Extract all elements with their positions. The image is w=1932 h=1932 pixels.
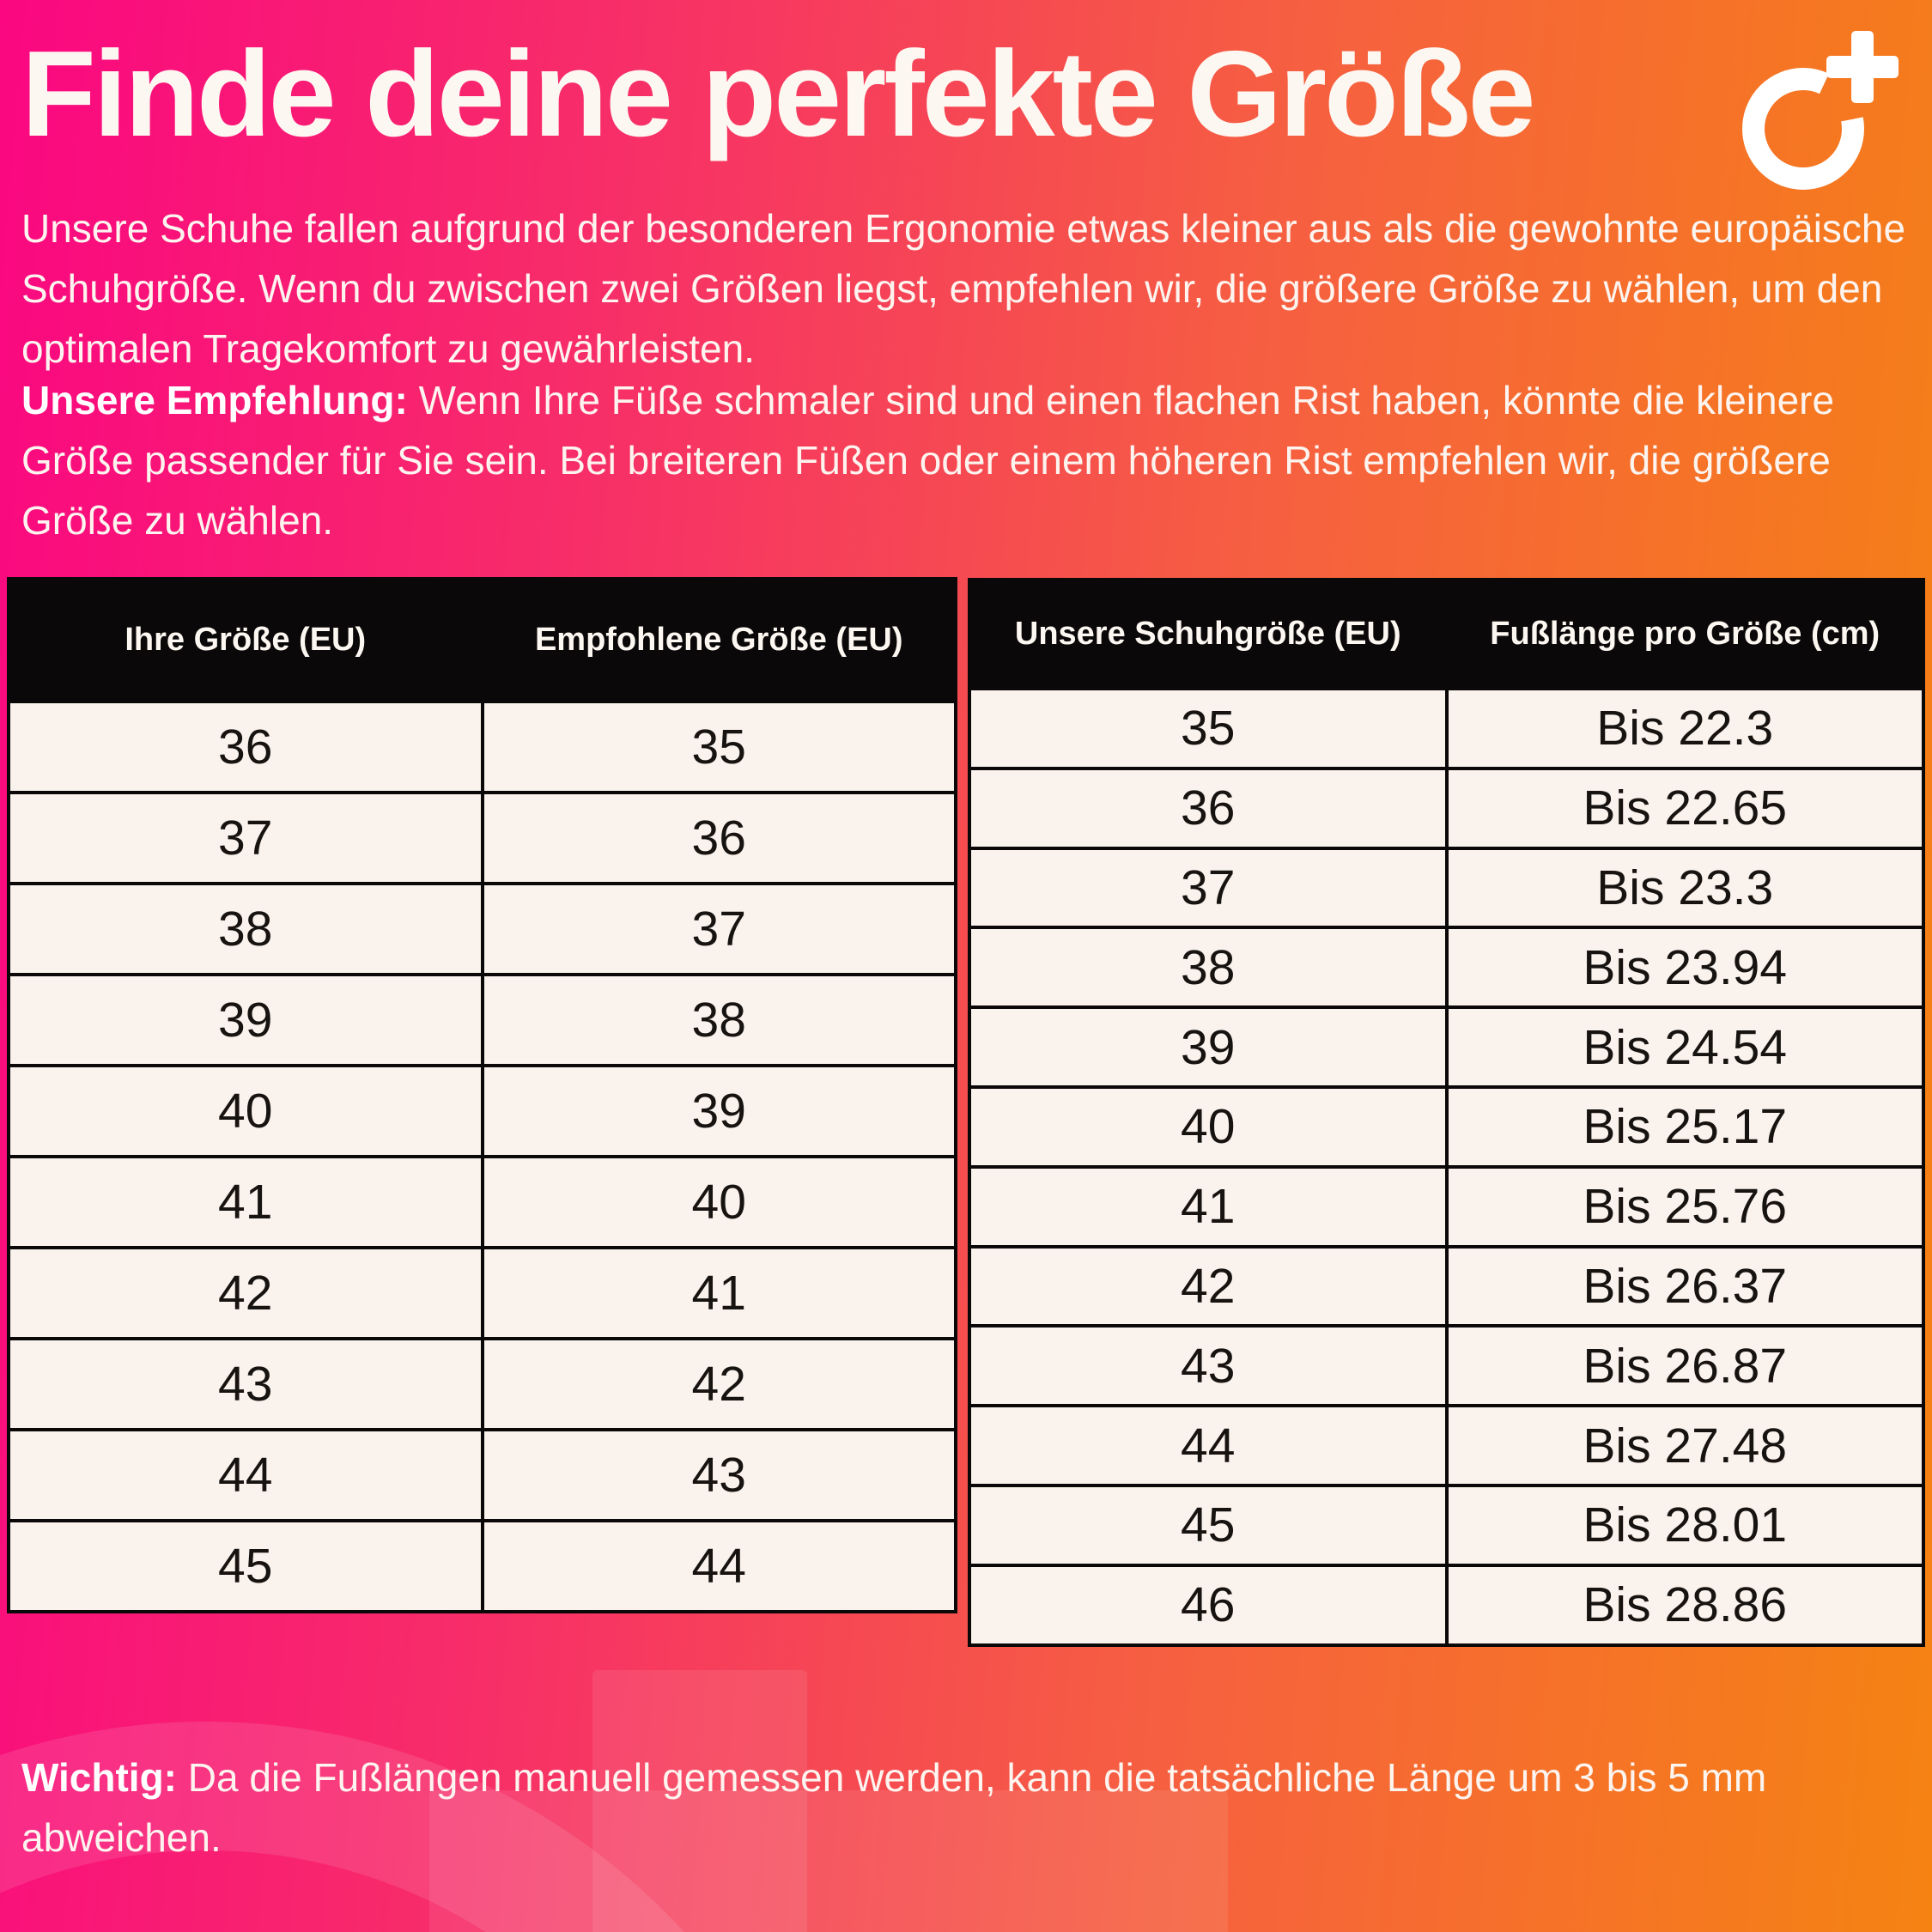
table-cell: 40 bbox=[7, 1064, 484, 1158]
table-cell: Bis 22.65 bbox=[1444, 766, 1925, 850]
table-cell: 36 bbox=[480, 791, 957, 885]
table-row: 39 Bis 24.54 bbox=[968, 1005, 1925, 1089]
column-header: Ihre Größe (EU) bbox=[7, 577, 484, 703]
table-row: 36 35 bbox=[7, 700, 957, 794]
table-cell: 43 bbox=[480, 1428, 957, 1522]
footnote: Wichtig: Da die Fußlängen manuell gemess… bbox=[21, 1748, 1911, 1868]
table-cell: Bis 26.37 bbox=[1444, 1244, 1925, 1328]
table-cell: 37 bbox=[968, 846, 1449, 930]
table-cell: Bis 28.01 bbox=[1444, 1483, 1925, 1567]
table-cell: 35 bbox=[480, 700, 957, 794]
table-cell: Bis 24.54 bbox=[1444, 1005, 1925, 1089]
table-cell: 44 bbox=[480, 1519, 957, 1613]
table-row: 44 43 bbox=[7, 1428, 957, 1522]
table-cell: 36 bbox=[968, 766, 1449, 850]
table-row: 40 39 bbox=[7, 1064, 957, 1158]
table-cell: 41 bbox=[968, 1164, 1449, 1249]
table-row: 45 44 bbox=[7, 1519, 957, 1613]
table-cell: 43 bbox=[968, 1324, 1449, 1408]
recommendation-text: Unsere Empfehlung: Wenn Ihre Füße schmal… bbox=[21, 371, 1911, 551]
table-cell: Bis 23.3 bbox=[1444, 846, 1925, 930]
table-cell: Bis 25.17 bbox=[1444, 1084, 1925, 1169]
table-cell: Bis 27.48 bbox=[1444, 1404, 1925, 1487]
table-cell: 35 bbox=[968, 687, 1449, 770]
table-row: 41 Bis 25.76 bbox=[968, 1164, 1925, 1249]
table-cell: 36 bbox=[7, 700, 484, 794]
table-cell: Bis 23.94 bbox=[1444, 926, 1925, 1010]
table-row: 42 41 bbox=[7, 1246, 957, 1340]
table-cell: 38 bbox=[7, 882, 484, 976]
table-cell: Bis 26.87 bbox=[1444, 1324, 1925, 1408]
table-cell: 41 bbox=[480, 1246, 957, 1340]
table-cell: Bis 25.76 bbox=[1444, 1164, 1925, 1249]
table-row: 43 42 bbox=[7, 1337, 957, 1431]
intro-text: Unsere Schuhe fallen aufgrund der besond… bbox=[21, 206, 1906, 371]
column-header: Unsere Schuhgröße (EU) bbox=[968, 578, 1449, 690]
circle-plus-logo-icon bbox=[1742, 31, 1899, 190]
footnote-body: Da die Fußlängen manuell gemessen werden… bbox=[21, 1755, 1767, 1860]
table-cell: 41 bbox=[7, 1155, 484, 1249]
table-row: 41 40 bbox=[7, 1155, 957, 1249]
table-cell: Bis 22.3 bbox=[1444, 687, 1925, 770]
table-cell: Bis 28.86 bbox=[1444, 1563, 1925, 1647]
page-title: Finde deine perfekte Größe bbox=[21, 26, 1536, 162]
table-cell: 42 bbox=[480, 1337, 957, 1431]
table-cell: 42 bbox=[7, 1246, 484, 1340]
table-row: 39 38 bbox=[7, 973, 957, 1067]
table-cell: 39 bbox=[480, 1064, 957, 1158]
table-cell: 40 bbox=[480, 1155, 957, 1249]
table-cell: 43 bbox=[7, 1337, 484, 1431]
table-cell: 38 bbox=[480, 973, 957, 1067]
table-cell: 45 bbox=[7, 1519, 484, 1613]
table-cell: 44 bbox=[7, 1428, 484, 1522]
table-cell: 38 bbox=[968, 926, 1449, 1010]
table-cell: 40 bbox=[968, 1084, 1449, 1169]
table-cell: 45 bbox=[968, 1483, 1449, 1567]
table-row: 38 Bis 23.94 bbox=[968, 926, 1925, 1010]
table-cell: 39 bbox=[968, 1005, 1449, 1089]
column-header: Fußlänge pro Größe (cm) bbox=[1444, 578, 1925, 690]
table-cell: 46 bbox=[968, 1563, 1449, 1647]
table-row: 37 36 bbox=[7, 791, 957, 885]
foot-length-table-header: Unsere Schuhgröße (EU) Fußlänge pro Größe… bbox=[968, 578, 1925, 690]
table-row: 38 37 bbox=[7, 882, 957, 976]
table-row: 36 Bis 22.65 bbox=[968, 766, 1925, 850]
table-cell: 39 bbox=[7, 973, 484, 1067]
recommendation-label: Unsere Empfehlung: bbox=[21, 378, 408, 422]
table-row: 44 Bis 27.48 bbox=[968, 1404, 1925, 1487]
table-row: 43 Bis 26.87 bbox=[968, 1324, 1925, 1408]
table-row: 37 Bis 23.3 bbox=[968, 846, 1925, 930]
table-cell: 37 bbox=[7, 791, 484, 885]
table-cell: 44 bbox=[968, 1404, 1449, 1487]
table-row: 46 Bis 28.86 bbox=[968, 1563, 1925, 1647]
table-row: 40 Bis 25.17 bbox=[968, 1084, 1925, 1169]
foot-length-table: Unsere Schuhgröße (EU) Fußlänge pro Größe… bbox=[968, 578, 1925, 1647]
column-header: Empfohlene Größe (EU) bbox=[480, 577, 957, 703]
size-conversion-table-header: Ihre Größe (EU) Empfohlene Größe (EU) bbox=[7, 577, 957, 703]
recommendation-body: Wenn Ihre Füße schmaler sind und einen f… bbox=[21, 378, 1835, 543]
table-row: 35 Bis 22.3 bbox=[968, 687, 1925, 770]
table-cell: 42 bbox=[968, 1244, 1449, 1328]
table-cell: 37 bbox=[480, 882, 957, 976]
size-conversion-table: Ihre Größe (EU) Empfohlene Größe (EU) 36 3… bbox=[7, 577, 957, 1613]
table-row: 45 Bis 28.01 bbox=[968, 1483, 1925, 1567]
footnote-label: Wichtig: bbox=[21, 1755, 177, 1800]
table-row: 42 Bis 26.37 bbox=[968, 1244, 1925, 1328]
